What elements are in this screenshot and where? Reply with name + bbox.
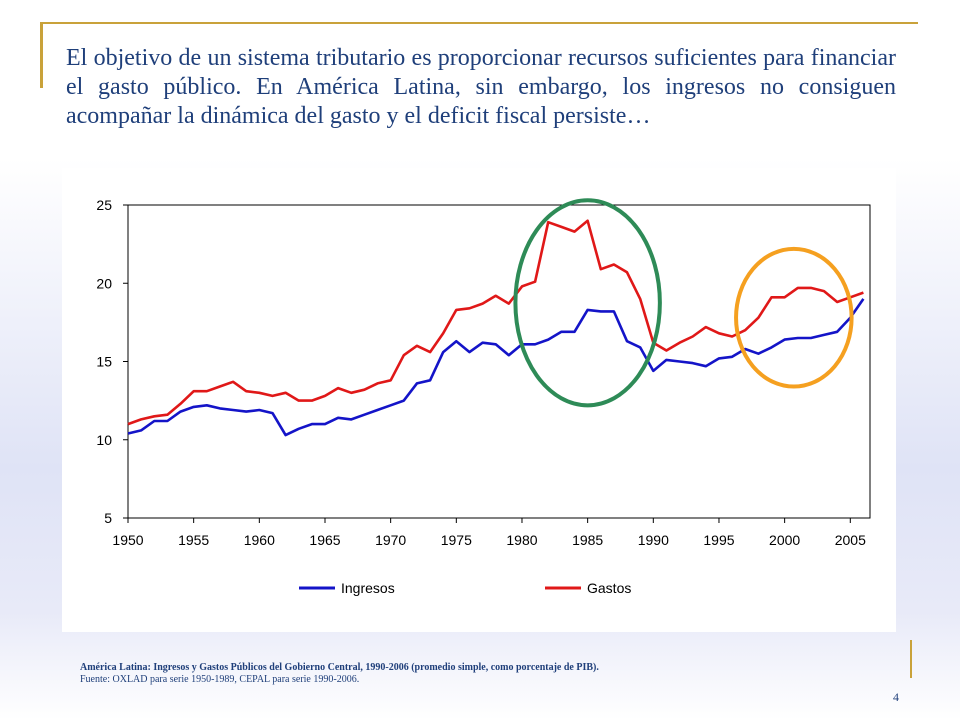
y-tick-label: 20: [96, 275, 112, 291]
series-line-gastos: [127, 219, 864, 426]
x-tick-label: 1995: [703, 532, 734, 548]
x-tick-label: 1990: [638, 532, 669, 548]
caption-source: Fuente: OXLAD para serie 1950-1989, CEPA…: [80, 674, 360, 685]
x-tick-label: 1960: [244, 532, 275, 548]
legend-label-gastos: Gastos: [587, 580, 631, 596]
slide-headline: El objetivo de un sistema tributario es …: [66, 45, 896, 129]
x-tick-label: 1985: [572, 532, 603, 548]
line-chart: 5 10 15 20 25 1950 1955 1960 1965 1970 1975 1980 198…: [96, 197, 871, 596]
legend-label-ingresos: Ingresos: [341, 580, 395, 596]
series-line-ingresos: [127, 298, 865, 437]
x-tick-label: 1950: [112, 532, 143, 548]
x-tick-label: 2005: [835, 532, 866, 548]
decorative-top-line: [40, 22, 918, 24]
x-tick-label: 1965: [309, 532, 340, 548]
x-tick-label: 1955: [178, 532, 209, 548]
plot-frame: [127, 204, 871, 519]
green-circle: [513, 198, 662, 408]
decorative-vertical-line: [40, 22, 43, 88]
y-tick-label: 5: [104, 510, 112, 526]
y-tick-label: 10: [96, 432, 112, 448]
y-tick-label: 15: [96, 354, 112, 370]
chart-caption: América Latina: Ingresos y Gastos Públic…: [80, 662, 599, 686]
x-tick-label: 2000: [769, 532, 800, 548]
x-tick-label: 1975: [441, 532, 472, 548]
x-tick-label: 1970: [375, 532, 406, 548]
x-tick-label: 1980: [506, 532, 537, 548]
chart-panel: 5 10 15 20 25 1950 1955 1960 1965 1970 1975 1980 198…: [62, 168, 896, 632]
page-number: 4: [893, 690, 899, 704]
orange-circle: [734, 246, 854, 389]
y-tick-label: 25: [96, 197, 112, 213]
caption-title: América Latina: Ingresos y Gastos Públic…: [80, 662, 599, 673]
decorative-right-line: [910, 640, 912, 678]
